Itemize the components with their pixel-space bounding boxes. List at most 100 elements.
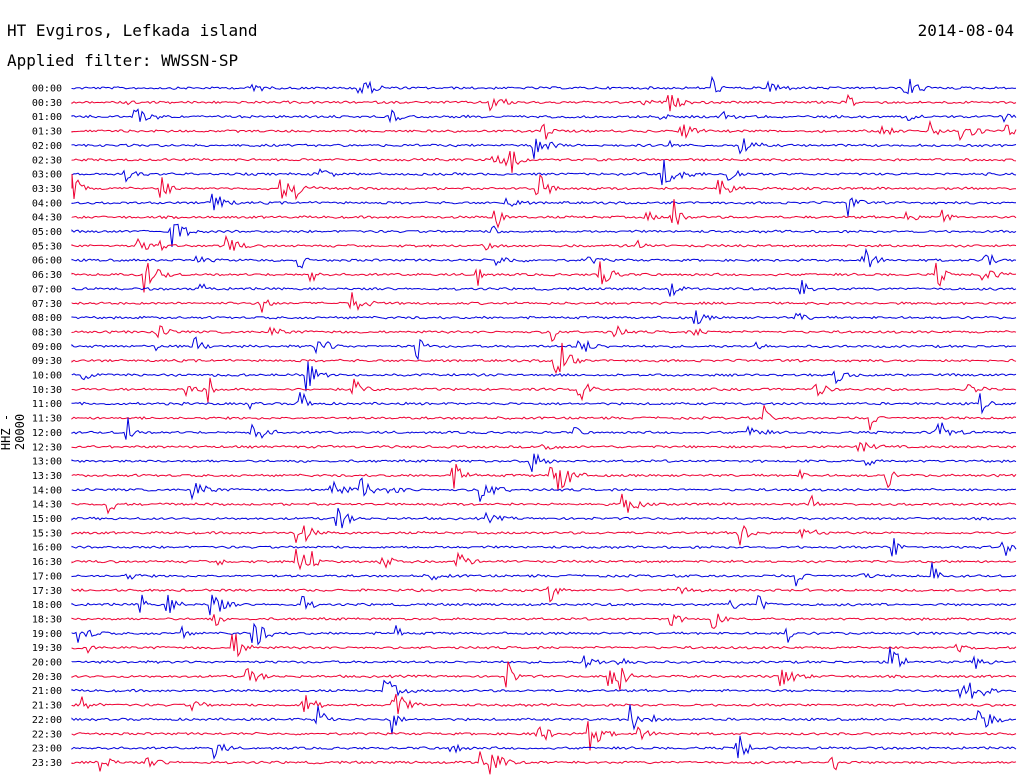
seismic-trace <box>71 463 1017 491</box>
seismic-trace <box>71 735 1017 760</box>
row-time-label: 01:00 <box>32 112 62 123</box>
seismic-trace <box>71 310 1017 325</box>
seismic-trace <box>71 280 1017 297</box>
seismic-trace <box>71 199 1017 229</box>
seismic-trace <box>71 173 1016 201</box>
row-time-label: 05:00 <box>32 227 62 238</box>
seismic-trace <box>71 234 1017 252</box>
row-time-label: 12:30 <box>32 442 62 453</box>
row-time-label: 02:30 <box>32 155 62 166</box>
seismic-trace <box>71 477 1017 502</box>
row-time-label: 21:00 <box>32 686 62 697</box>
row-time-label: 02:00 <box>32 141 62 152</box>
seismic-trace <box>71 721 1017 751</box>
row-time-label: 18:00 <box>32 600 62 611</box>
seismic-trace <box>71 585 1017 603</box>
row-time-label: 03:30 <box>32 184 62 195</box>
seismic-trace <box>71 633 1017 658</box>
seismic-trace <box>71 661 1017 691</box>
seismic-trace <box>71 405 1017 431</box>
row-time-label: 03:00 <box>32 170 62 181</box>
seismic-trace <box>71 108 1017 124</box>
seismic-trace <box>71 704 1017 735</box>
filter-label: Applied filter: WWSSN-SP <box>7 51 239 70</box>
seismic-trace <box>71 247 1017 269</box>
row-time-label: 07:00 <box>32 284 62 295</box>
row-time-label: 15:30 <box>32 528 62 539</box>
seismic-trace <box>71 336 1017 361</box>
row-time-label: 08:00 <box>32 313 62 324</box>
row-time-label: 01:30 <box>32 127 62 138</box>
seismic-trace <box>71 441 1017 453</box>
row-time-label: 20:30 <box>32 672 62 683</box>
seismic-trace <box>71 548 1017 571</box>
row-time-label: 04:30 <box>32 213 62 224</box>
row-time-label: 23:30 <box>32 758 62 769</box>
row-time-label: 09:30 <box>32 356 62 367</box>
seismic-trace <box>71 193 1016 217</box>
row-time-label: 10:00 <box>32 371 62 382</box>
seismic-trace <box>71 679 1017 699</box>
seismic-trace <box>71 453 1017 472</box>
row-time-label: 16:00 <box>32 543 62 554</box>
row-time-label: 19:00 <box>32 629 62 640</box>
seismic-trace <box>71 693 1017 715</box>
row-time-label: 00:30 <box>32 98 62 109</box>
row-time-label: 19:30 <box>32 643 62 654</box>
seismic-trace <box>71 292 1017 313</box>
row-time-label: 23:00 <box>32 744 62 755</box>
station-title: HT Evgiros, Lefkada island <box>7 21 258 40</box>
seismic-trace <box>71 594 1017 616</box>
row-time-label: 22:00 <box>32 715 62 726</box>
row-time-label: 04:00 <box>32 198 62 209</box>
seismic-trace <box>71 138 1017 159</box>
row-time-label: 11:00 <box>32 399 62 410</box>
row-time-label: 12:00 <box>32 428 62 439</box>
seismic-trace <box>71 622 1017 646</box>
seismic-trace <box>71 75 1017 95</box>
row-time-label: 10:30 <box>32 385 62 396</box>
seismic-trace <box>71 119 1017 142</box>
seismic-trace <box>71 562 1017 587</box>
row-time-label: 08:30 <box>32 327 62 338</box>
row-time-label: 21:30 <box>32 701 62 712</box>
row-time-label: 14:30 <box>32 500 62 511</box>
seismic-trace <box>71 751 1017 775</box>
row-time-label: 06:00 <box>32 256 62 267</box>
seismic-trace <box>71 159 1017 186</box>
seismic-trace <box>71 538 1017 557</box>
seismic-trace <box>71 361 1017 392</box>
seismic-trace <box>71 493 1017 515</box>
row-time-label: 09:00 <box>32 342 62 353</box>
row-time-label: 14:00 <box>32 485 62 496</box>
row-time-label: 00:00 <box>32 84 62 95</box>
seismic-trace <box>71 647 1017 669</box>
row-time-label: 16:30 <box>32 557 62 568</box>
row-time-label: 22:30 <box>32 729 62 740</box>
seismic-trace <box>71 524 1017 546</box>
row-time-label: 06:30 <box>32 270 62 281</box>
row-time-label: 17:00 <box>32 571 62 582</box>
seismic-trace <box>71 507 1017 529</box>
row-time-label: 13:30 <box>32 471 62 482</box>
row-time-label: 20:00 <box>32 658 62 669</box>
row-time-label: 07:30 <box>32 299 62 310</box>
row-time-label: 18:30 <box>32 614 62 625</box>
row-time-label: 13:00 <box>32 457 62 468</box>
row-time-label: 17:30 <box>32 586 62 597</box>
seismic-trace <box>71 417 1017 440</box>
seismic-trace <box>71 613 1017 630</box>
seismic-trace <box>71 325 1017 342</box>
seismic-trace <box>71 392 1017 415</box>
row-time-label: 15:00 <box>32 514 62 525</box>
seismic-trace <box>71 150 1017 173</box>
row-time-label: 05:30 <box>32 241 62 252</box>
seismic-trace <box>71 342 1017 375</box>
seismic-trace <box>71 223 1017 247</box>
date-label: 2014-08-04 <box>917 21 1014 40</box>
seismic-trace <box>71 377 1017 403</box>
seismic-trace <box>71 93 1017 112</box>
seismic-trace <box>71 261 1017 293</box>
row-time-label: 11:30 <box>32 414 62 425</box>
